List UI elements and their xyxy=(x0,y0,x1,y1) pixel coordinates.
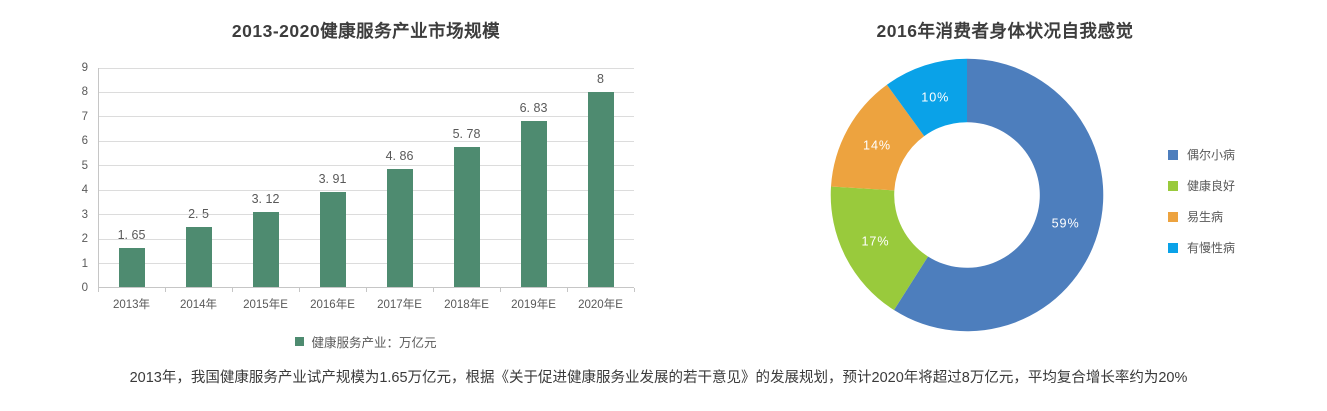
donut-legend-item: 有慢性病 xyxy=(1168,232,1235,263)
y-axis-tick-label: 7 xyxy=(81,110,88,123)
bar xyxy=(453,146,480,287)
y-axis-tick-label: 9 xyxy=(81,62,88,74)
donut-legend-label: 偶尔小病 xyxy=(1187,148,1236,162)
gridline xyxy=(98,116,634,118)
donut-slice-percent-label: 10% xyxy=(921,90,949,104)
donut-legend-swatch xyxy=(1168,149,1178,160)
y-axis-tick-label: 0 xyxy=(81,282,88,294)
x-axis-tick-label: 2015年E xyxy=(243,299,288,311)
summary-caption: 2013年，我国健康服务产业试产规模为1.65万亿元，根据《关于促进健康服务业发… xyxy=(129,370,1188,386)
x-axis-tick-label: 2018年E xyxy=(444,299,489,311)
y-axis-tick-label: 4 xyxy=(81,184,88,197)
donut-legend-label: 易生病 xyxy=(1187,210,1224,224)
bar xyxy=(319,192,346,287)
x-axis-tick-label: 2016年E xyxy=(310,299,355,311)
bar xyxy=(252,211,279,287)
donut-chart: 59% 17% 14% 10% xyxy=(830,58,1104,332)
donut-chart-legend: 偶尔小病健康良好易生病有慢性病 xyxy=(1168,139,1235,263)
bar xyxy=(118,247,145,287)
gridline xyxy=(98,140,634,142)
bar-series-label: 健康服务产业：万亿元 xyxy=(311,336,437,350)
y-axis-tick-label: 5 xyxy=(81,159,88,172)
gridline xyxy=(98,189,634,191)
bar-chart-plot-area: 0 1 2 3 4 5 6 7 8 9 1. 65 2013年 2. 5 2014年 3. 12 2015年E… xyxy=(82,62,635,311)
donut-slice-percent-label: 14% xyxy=(863,139,891,153)
bar-chart-legend: 健康服务产业：万亿元 xyxy=(98,332,634,351)
donut-chart-title: 2016年消费者身体状况自我感觉 xyxy=(876,21,1134,41)
donut-legend-swatch xyxy=(1168,242,1178,253)
bar xyxy=(386,169,413,287)
bar-value-label: 3. 12 xyxy=(251,191,280,206)
x-axis-tick-label: 2013年 xyxy=(112,299,151,311)
x-axis-tick xyxy=(433,288,434,292)
donut-legend-swatch xyxy=(1168,211,1178,222)
gridline xyxy=(98,263,634,265)
donut-legend-swatch xyxy=(1168,180,1178,191)
x-axis-tick-label: 2014年 xyxy=(179,299,218,311)
x-axis-tick xyxy=(299,288,300,292)
x-axis-tick-label: 2017年E xyxy=(377,299,422,311)
bar-value-label: 3. 91 xyxy=(318,172,347,187)
donut-slice-percent-label: 17% xyxy=(862,235,890,249)
donut-legend-label: 健康良好 xyxy=(1187,179,1236,193)
x-axis-tick-label: 2019年E xyxy=(511,299,556,311)
donut-slice-percent-label: 59% xyxy=(1052,217,1080,231)
y-axis-tick-label: 3 xyxy=(81,208,88,221)
x-axis-tick xyxy=(567,288,568,292)
bar-chart-title: 2013-2020健康服务产业市场规模 xyxy=(231,21,501,41)
bar-value-label: 6. 83 xyxy=(519,101,548,116)
bar-value-label: 5. 78 xyxy=(452,126,481,141)
donut-legend-label: 有慢性病 xyxy=(1187,241,1236,255)
gridline xyxy=(98,165,634,167)
gridline xyxy=(98,214,634,216)
x-axis-tick-label: 2020年E xyxy=(578,299,623,311)
bar-series-swatch xyxy=(295,337,305,346)
donut-slice xyxy=(893,58,1104,332)
x-axis-tick xyxy=(232,288,233,292)
donut-slice xyxy=(831,84,925,191)
gridline xyxy=(98,238,634,240)
bar xyxy=(587,92,614,287)
x-axis-tick xyxy=(366,288,367,292)
gridline xyxy=(98,91,634,93)
x-axis-line xyxy=(98,287,634,288)
donut-legend-item: 偶尔小病 xyxy=(1168,139,1235,170)
y-axis-tick-label: 1 xyxy=(81,257,88,270)
donut-slice xyxy=(886,58,967,137)
x-axis-tick xyxy=(98,288,99,292)
gridline xyxy=(98,67,634,69)
bar-value-label: 1. 65 xyxy=(117,227,146,242)
y-axis-tick-label: 6 xyxy=(81,135,88,148)
x-axis-tick xyxy=(500,288,501,292)
y-axis-line xyxy=(98,68,99,288)
y-axis-tick-label: 8 xyxy=(81,86,88,99)
donut-legend-item: 易生病 xyxy=(1168,201,1235,232)
x-axis-tick xyxy=(165,288,166,292)
bar xyxy=(185,226,212,287)
y-axis-tick-label: 2 xyxy=(81,233,88,246)
x-axis-tick xyxy=(634,288,635,292)
bar xyxy=(520,121,547,287)
donut-legend-item: 健康良好 xyxy=(1168,170,1235,201)
donut-slice xyxy=(830,186,928,311)
bar-value-label: 2. 5 xyxy=(188,206,209,221)
bar-value-label: 8 xyxy=(597,72,604,87)
bar-value-label: 4. 86 xyxy=(385,149,414,164)
